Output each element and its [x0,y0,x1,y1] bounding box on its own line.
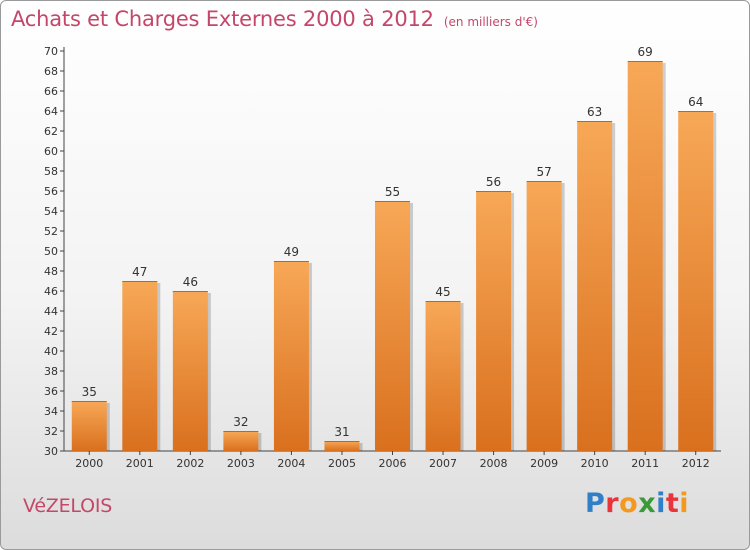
x-tick-label: 2008 [480,457,508,470]
bar-value-label: 57 [536,165,551,179]
bar-value-label: 35 [82,385,97,399]
x-tick-label: 2003 [227,457,255,470]
y-tick-label: 42 [44,325,58,338]
bar-value-label: 31 [334,425,349,439]
x-tick-label: 2007 [429,457,457,470]
bar-value-label: 64 [688,95,703,109]
bar-value-label: 69 [638,45,653,59]
bar-2010 [577,121,613,451]
bar-2004 [273,261,309,451]
x-tick-label: 2005 [328,457,356,470]
y-tick-label: 50 [44,245,58,258]
y-tick-label: 60 [44,145,58,158]
bar-2005 [324,441,360,451]
bar-2012 [678,111,714,451]
y-tick-label: 32 [44,425,58,438]
x-tick-label: 2011 [631,457,659,470]
bar-value-label: 56 [486,175,501,189]
x-tick-label: 2001 [126,457,154,470]
logo-letter: P [585,488,606,519]
bar-2009 [526,181,562,451]
x-tick-label: 2004 [277,457,305,470]
logo-letter: x [638,488,657,519]
y-tick-label: 70 [44,45,58,58]
y-tick-label: 48 [44,265,58,278]
y-tick-label: 62 [44,125,58,138]
x-tick-label: 2010 [581,457,609,470]
bar-value-label: 45 [435,285,450,299]
bar-value-label: 63 [587,105,602,119]
bar-2002 [172,291,208,451]
bar-2006 [375,201,410,451]
logo-letter: i [656,488,666,519]
y-tick-label: 68 [44,65,58,78]
chart-title: Achats et Charges Externes 2000 à 2012 [11,7,434,31]
logo-letter: i [679,488,690,519]
bar-value-label: 49 [284,245,299,259]
logo-letter: r [605,488,620,519]
y-tick-label: 64 [44,105,58,118]
logo-letter: t [665,488,680,519]
y-tick-label: 36 [44,385,58,398]
bar-2000 [71,401,107,451]
x-tick-label: 2012 [682,457,710,470]
place-name: VéZELOIS [23,495,113,517]
y-tick-label: 56 [44,185,58,198]
chart-labels: 35 2000 47 2001 46 2002 32 2003 49 2004 31 2005 55 20… [75,45,709,470]
bar-2001 [122,281,158,451]
y-tick-label: 44 [44,305,58,318]
x-tick-label: 2000 [75,457,103,470]
bar-2008 [476,191,512,451]
y-tick-label: 34 [44,405,58,418]
chart-axes: 30 32 34 36 38 40 42 44 46 48 50 52 54 56 58 60 62 64 66 68… [44,45,721,458]
chart-header: Achats et Charges Externes 2000 à 2012 (e… [11,7,538,31]
bar-2011 [627,61,663,451]
bar-2007 [425,301,461,451]
y-tick-label: 40 [44,345,58,358]
bar-value-label: 47 [132,265,147,279]
x-tick-label: 2002 [176,457,204,470]
y-tick-label: 52 [44,225,58,238]
bar-value-label: 46 [183,275,198,289]
y-tick-label: 66 [44,85,58,98]
bar-2003 [223,431,259,451]
bar-value-label: 32 [233,415,248,429]
y-tick-label: 38 [44,365,58,378]
x-tick-label: 2009 [530,457,558,470]
y-tick-label: 58 [44,165,58,178]
chart-bars [71,61,717,451]
bar-value-label: 55 [385,185,400,199]
y-tick-label: 46 [44,285,58,298]
y-tick-label: 30 [44,445,58,458]
y-tick-label: 54 [44,205,58,218]
logo-letter: o [619,488,639,519]
chart-unit: (en milliers d'€) [443,15,538,29]
x-tick-label: 2006 [379,457,407,470]
proxiti-logo: Proxiti [585,488,689,519]
